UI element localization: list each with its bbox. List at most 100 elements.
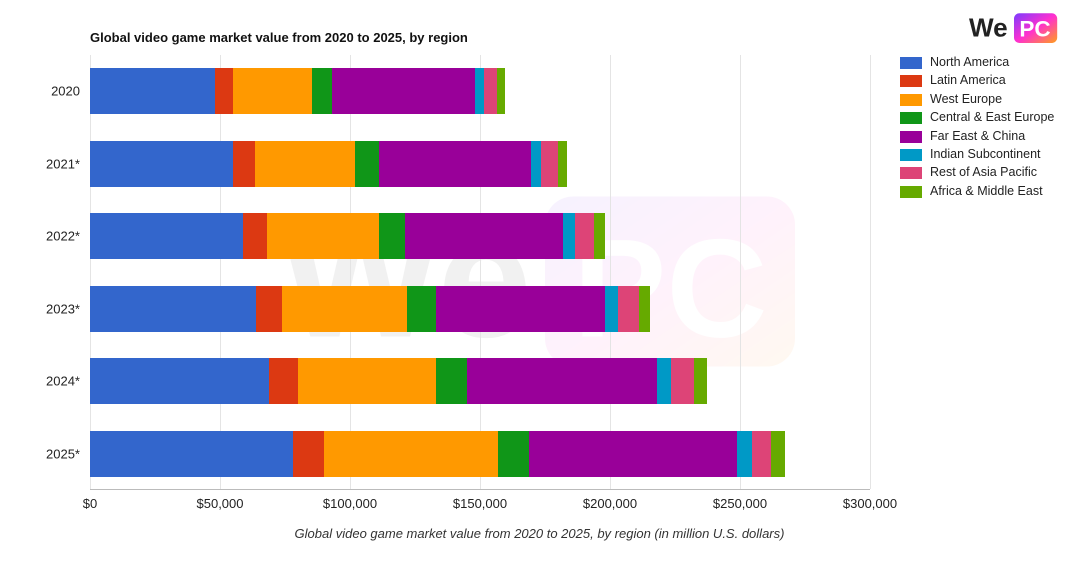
bar-segment-na bbox=[90, 68, 215, 114]
legend-swatch bbox=[900, 186, 922, 198]
legend-label: North America bbox=[930, 55, 1009, 69]
bar-segment-cee bbox=[436, 358, 467, 404]
legend-item-na: North America bbox=[900, 55, 1070, 69]
bar-stack bbox=[90, 358, 707, 404]
legend-item-we: West Europe bbox=[900, 92, 1070, 106]
y-category-label: 2025* bbox=[46, 446, 80, 461]
y-category-label: 2024* bbox=[46, 374, 80, 389]
bar-segment-la bbox=[215, 68, 233, 114]
bar-segment-la bbox=[233, 141, 255, 187]
bar-segment-la bbox=[256, 286, 282, 332]
legend-item-ame: Africa & Middle East bbox=[900, 184, 1070, 198]
x-axis-ticks: $0$50,000$100,000$150,000$200,000$250,00… bbox=[90, 490, 870, 520]
legend-swatch bbox=[900, 167, 922, 179]
bar-segment-isc bbox=[475, 68, 484, 114]
bar-segment-cee bbox=[379, 213, 405, 259]
bar-segment-rap bbox=[671, 358, 694, 404]
x-tick-label: $300,000 bbox=[843, 496, 897, 511]
bar-segment-cee bbox=[312, 68, 332, 114]
legend-item-rap: Rest of Asia Pacific bbox=[900, 165, 1070, 179]
bar-segment-fec bbox=[405, 213, 564, 259]
bar-row: 2022* bbox=[90, 213, 870, 259]
svg-text:We: We bbox=[969, 13, 1008, 43]
y-category-label: 2020 bbox=[51, 84, 80, 99]
bar-segment-isc bbox=[563, 213, 575, 259]
bar-segment-na bbox=[90, 213, 243, 259]
x-tick-label: $100,000 bbox=[323, 496, 377, 511]
legend-swatch bbox=[900, 112, 922, 124]
legend-label: Indian Subcontinent bbox=[930, 147, 1041, 161]
bar-stack bbox=[90, 213, 605, 259]
bar-segment-ame bbox=[558, 141, 567, 187]
bar-segment-we bbox=[324, 431, 498, 477]
bar-segment-rap bbox=[618, 286, 639, 332]
bar-segment-isc bbox=[657, 358, 671, 404]
legend-swatch bbox=[900, 75, 922, 87]
gridline bbox=[870, 55, 871, 489]
bar-segment-rap bbox=[752, 431, 772, 477]
bar-row: 2020 bbox=[90, 68, 870, 114]
bar-segment-fec bbox=[379, 141, 531, 187]
legend-label: Africa & Middle East bbox=[930, 184, 1043, 198]
bar-segment-ame bbox=[497, 68, 505, 114]
bar-segment-na bbox=[90, 358, 269, 404]
svg-text:PC: PC bbox=[1019, 17, 1050, 42]
bar-row: 2024* bbox=[90, 358, 870, 404]
y-category-label: 2022* bbox=[46, 229, 80, 244]
bars-container: 2020 2021* 2022* 2023* 2024* 2025* bbox=[90, 55, 870, 489]
legend-label: Latin America bbox=[930, 73, 1006, 87]
x-tick-label: $250,000 bbox=[713, 496, 767, 511]
legend-item-cee: Central & East Europe bbox=[900, 110, 1070, 124]
bar-segment-ame bbox=[639, 286, 651, 332]
bar-segment-ame bbox=[694, 358, 707, 404]
legend-swatch bbox=[900, 131, 922, 143]
chart-title: Global video game market value from 2020… bbox=[90, 30, 468, 45]
bar-row: 2021* bbox=[90, 141, 870, 187]
bar-segment-we bbox=[255, 141, 355, 187]
bar-segment-na bbox=[90, 431, 293, 477]
bar-segment-fec bbox=[436, 286, 605, 332]
bar-segment-fec bbox=[332, 68, 475, 114]
bar-segment-rap bbox=[541, 141, 558, 187]
bar-segment-isc bbox=[531, 141, 541, 187]
legend-item-isc: Indian Subcontinent bbox=[900, 147, 1070, 161]
bar-segment-cee bbox=[355, 141, 378, 187]
legend-label: West Europe bbox=[930, 92, 1002, 106]
wepc-logo: We PC bbox=[969, 8, 1059, 50]
bar-segment-rap bbox=[484, 68, 497, 114]
bar-segment-we bbox=[267, 213, 379, 259]
legend-swatch bbox=[900, 149, 922, 161]
bar-segment-ame bbox=[771, 431, 785, 477]
bar-segment-we bbox=[282, 286, 407, 332]
x-tick-label: $0 bbox=[83, 496, 97, 511]
bar-stack bbox=[90, 141, 567, 187]
y-category-label: 2021* bbox=[46, 156, 80, 171]
bar-segment-la bbox=[293, 431, 324, 477]
bar-segment-we bbox=[233, 68, 312, 114]
bar-row: 2025* bbox=[90, 431, 870, 477]
bar-stack bbox=[90, 286, 650, 332]
legend-swatch bbox=[900, 94, 922, 106]
bar-stack bbox=[90, 68, 505, 114]
legend: North America Latin America West Europe Cen… bbox=[900, 55, 1070, 202]
x-tick-label: $200,000 bbox=[583, 496, 637, 511]
bar-segment-la bbox=[243, 213, 266, 259]
bar-segment-isc bbox=[737, 431, 751, 477]
legend-item-fec: Far East & China bbox=[900, 129, 1070, 143]
legend-item-la: Latin America bbox=[900, 73, 1070, 87]
bar-segment-we bbox=[298, 358, 436, 404]
bar-segment-rap bbox=[575, 213, 595, 259]
bar-segment-ame bbox=[594, 213, 604, 259]
y-category-label: 2023* bbox=[46, 301, 80, 316]
chart-caption: Global video game market value from 2020… bbox=[0, 526, 1079, 541]
legend-swatch bbox=[900, 57, 922, 69]
bar-segment-fec bbox=[467, 358, 657, 404]
bar-segment-cee bbox=[498, 431, 529, 477]
bar-segment-fec bbox=[529, 431, 737, 477]
x-tick-label: $150,000 bbox=[453, 496, 507, 511]
bar-segment-la bbox=[269, 358, 298, 404]
bar-segment-na bbox=[90, 286, 256, 332]
bar-row: 2023* bbox=[90, 286, 870, 332]
chart-plot-area: 2020 2021* 2022* 2023* 2024* 2025* bbox=[90, 55, 870, 490]
legend-label: Far East & China bbox=[930, 129, 1025, 143]
